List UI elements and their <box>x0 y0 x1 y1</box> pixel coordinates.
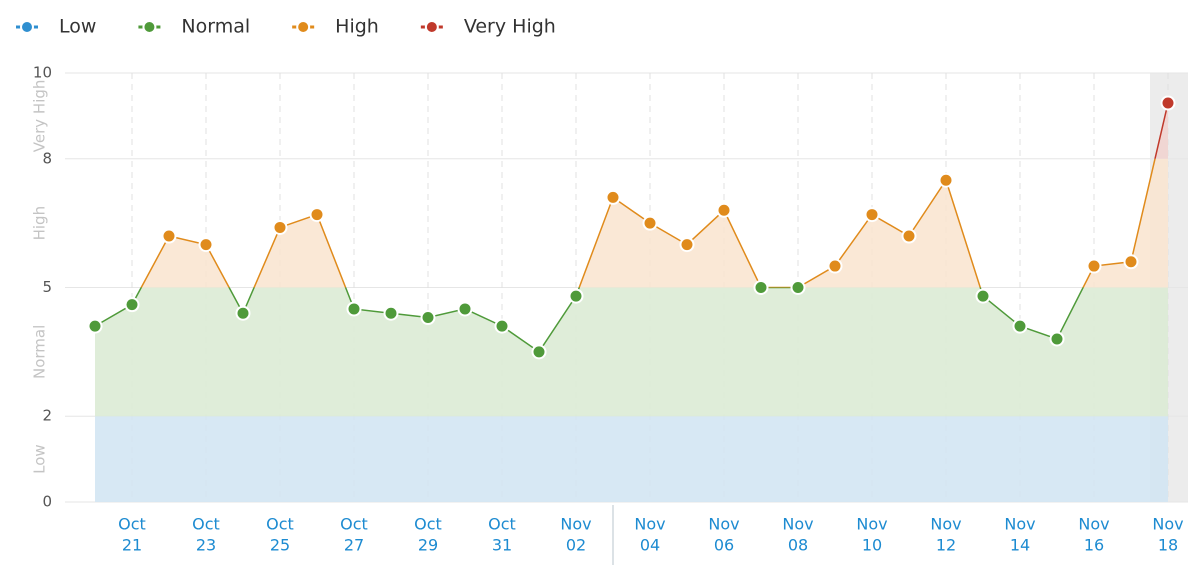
point <box>827 258 843 274</box>
x-tick-label: Nov <box>856 515 887 534</box>
zone-label: Low <box>31 444 49 474</box>
point <box>790 280 806 295</box>
zone-label: Normal <box>31 325 49 379</box>
legend-label: Normal <box>181 16 250 38</box>
zone-area <box>95 287 1168 417</box>
y-tick-label: 2 <box>42 407 52 425</box>
x-tick-label: 10 <box>862 536 882 555</box>
point <box>864 207 880 223</box>
x-tick-label: Nov <box>930 515 961 534</box>
point <box>457 301 473 317</box>
point <box>901 228 917 244</box>
x-tick-label: Nov <box>1004 515 1035 534</box>
x-tick-label: 21 <box>122 536 142 555</box>
point <box>642 215 658 231</box>
point <box>309 207 325 223</box>
x-tick-label: Nov <box>560 515 591 534</box>
point <box>753 280 769 295</box>
legend-dot <box>296 20 311 34</box>
x-tick-label: 29 <box>418 536 438 555</box>
legend-label: Very High <box>464 16 556 38</box>
x-tick-label: 02 <box>566 536 586 555</box>
point <box>1086 258 1102 274</box>
x-tick-label: 25 <box>270 536 290 555</box>
point <box>346 301 362 317</box>
point <box>87 318 103 334</box>
point <box>383 305 399 321</box>
x-tick-label: Nov <box>634 515 665 534</box>
zone-line <box>94 287 1084 353</box>
point <box>161 228 177 244</box>
x-tick-label: 18 <box>1158 536 1178 555</box>
point <box>235 305 251 321</box>
point <box>531 344 547 360</box>
x-tick-label: 16 <box>1084 536 1104 555</box>
point <box>420 310 436 326</box>
x-tick-label: Nov <box>708 515 739 534</box>
point <box>494 318 510 334</box>
x-tick-label: 31 <box>492 536 512 555</box>
x-tick-label: 06 <box>714 536 734 555</box>
point <box>1049 331 1065 347</box>
point <box>1123 254 1139 270</box>
zone-line <box>140 158 1156 288</box>
point <box>938 172 954 188</box>
x-tick-label: Oct <box>118 515 146 534</box>
x-tick-label: 23 <box>196 536 216 555</box>
point <box>1012 318 1028 334</box>
point <box>1160 95 1176 111</box>
x-tick-label: Nov <box>782 515 813 534</box>
legend-dot <box>424 20 439 34</box>
point <box>975 288 991 304</box>
x-tick-label: 12 <box>936 536 956 555</box>
x-tick-label: 27 <box>344 536 364 555</box>
x-tick-label: 08 <box>788 536 808 555</box>
point <box>605 189 621 205</box>
zone-area <box>95 416 1168 502</box>
x-tick-label: Oct <box>266 515 294 534</box>
point <box>124 297 140 313</box>
x-tick-label: Oct <box>414 515 442 534</box>
legend-label: Low <box>59 16 96 38</box>
x-tick-label: 14 <box>1010 536 1030 555</box>
x-tick-label: Oct <box>488 515 516 534</box>
legend-label: High <box>335 16 379 38</box>
x-tick-label: 04 <box>640 536 660 555</box>
x-tick-label: Oct <box>340 515 368 534</box>
point <box>198 237 214 253</box>
x-tick-label: Nov <box>1152 515 1183 534</box>
point <box>716 202 732 218</box>
zone-area <box>141 158 1168 288</box>
y-tick-label: 10 <box>33 64 52 82</box>
zone-label: High <box>31 206 49 240</box>
point <box>272 219 288 235</box>
y-tick-label: 0 <box>42 493 52 511</box>
legend-dot <box>142 20 157 34</box>
legend-dot <box>20 20 34 34</box>
point <box>679 237 695 253</box>
y-tick-label: 8 <box>42 149 52 167</box>
zone-label: Very High <box>31 80 49 153</box>
x-tick-label: Nov <box>1078 515 1109 534</box>
x-tick-label: Oct <box>192 515 220 534</box>
y-tick-label: 5 <box>42 278 52 296</box>
point <box>568 288 584 304</box>
